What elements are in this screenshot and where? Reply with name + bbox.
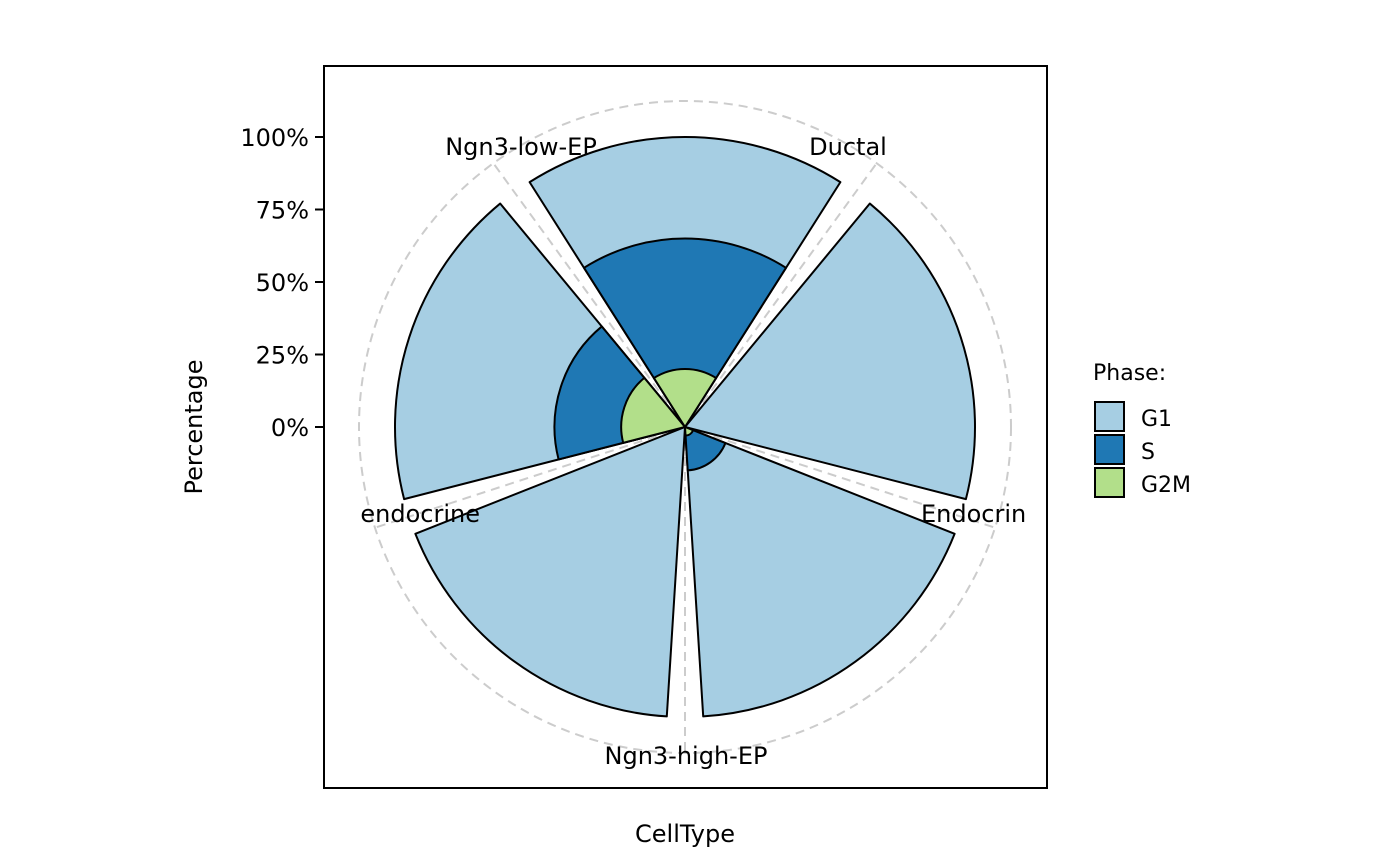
bar-s-ngn3-high-ep xyxy=(684,426,727,472)
bar-g1-endocrine xyxy=(684,202,976,501)
bar-g2m-ngn3-high-ep xyxy=(684,426,695,437)
grid-spoke xyxy=(684,162,878,428)
legend: Phase: G1 S G2M xyxy=(1093,361,1191,498)
y-tick-label: 75% xyxy=(256,197,309,225)
grid-spoke xyxy=(684,426,996,529)
category-label: Endocrin xyxy=(921,500,1026,528)
category-label: Ngn3-low-EP xyxy=(445,133,597,161)
category-label: Ductal xyxy=(809,133,887,161)
grid-spoke xyxy=(374,426,686,529)
bar-s-ductal xyxy=(583,237,787,428)
grid-layer xyxy=(358,100,1012,754)
legend-key-s xyxy=(1094,434,1125,465)
category-labels: Ductal Endocrin Ngn3-high-EP endocrine Ngn3-… xyxy=(360,133,1026,770)
grid-circle xyxy=(358,100,1012,754)
y-tick-label: 25% xyxy=(256,342,309,370)
bar-g1-pre-endocrine xyxy=(414,426,686,718)
legend-key-g2m xyxy=(1094,467,1125,498)
legend-title: Phase: xyxy=(1093,361,1166,386)
y-tick-label: 100% xyxy=(240,124,309,152)
y-tick-label: 0% xyxy=(271,414,309,442)
bar-g1-ngn3-high-ep xyxy=(684,426,956,718)
bars-layer xyxy=(394,135,976,718)
legend-label: G2M xyxy=(1141,473,1191,498)
legend-key-g1 xyxy=(1094,401,1125,432)
bar-g2m-ductal xyxy=(652,368,718,428)
legend-label: G1 xyxy=(1141,407,1172,432)
category-label: Ngn3-high-EP xyxy=(605,742,768,770)
bar-g2m-ngn3-low-ep xyxy=(620,376,686,444)
category-label: endocrine xyxy=(360,500,480,528)
grid-spoke xyxy=(492,162,686,428)
legend-label: S xyxy=(1141,440,1155,465)
y-axis-label: Percentage xyxy=(180,359,208,494)
y-tick-label: 50% xyxy=(256,269,309,297)
y-axis: 0% 25% 50% 75% 100% xyxy=(240,124,324,442)
x-axis-label: CellType xyxy=(635,820,735,848)
